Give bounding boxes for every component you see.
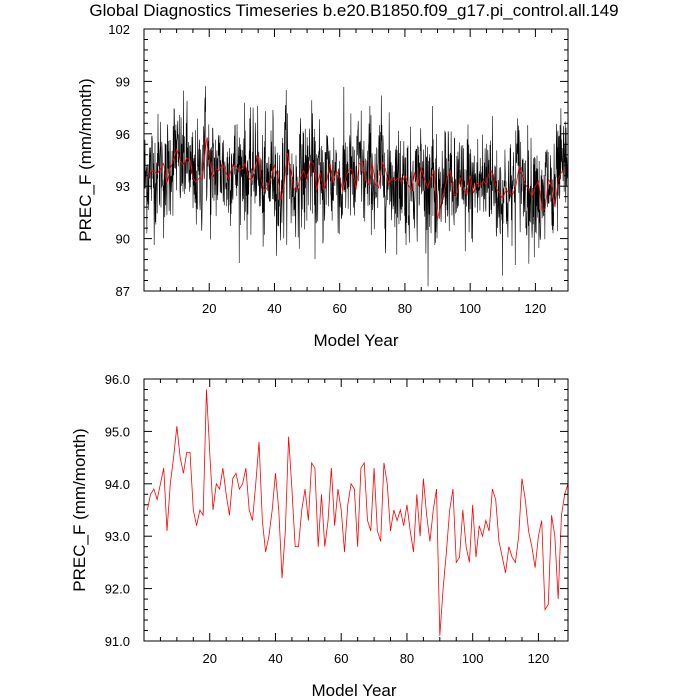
bottom-series-annual-mean-line [146, 389, 569, 636]
bottom-x-tick-label: 60 [334, 651, 348, 666]
top-y-tick-label: 87 [116, 284, 130, 299]
bottom-y-tick-label: 93.0 [105, 529, 130, 544]
bottom-x-tick-label: 120 [528, 651, 550, 666]
top-x-tick-label: 20 [202, 301, 216, 316]
top-y-tick-label: 99 [116, 74, 130, 89]
top-y-tick-label: 93 [116, 179, 130, 194]
chart-title: Global Diagnostics Timeseries b.e20.B185… [89, 1, 618, 20]
bottom-y-tick-label: 94.0 [105, 477, 130, 492]
top-series-monthly-line [143, 86, 568, 287]
top-x-tick-label: 120 [525, 301, 547, 316]
bottom-y-tick-label: 92.0 [105, 582, 130, 597]
bottom-x-tick-label: 100 [462, 651, 484, 666]
top-ticks: 20 40 60 80 100 120 87 90 93 96 99 102 [108, 22, 569, 316]
bottom-panel: 20 40 60 80 100 120 91.0 92.0 93.0 94.0 95.0 96.0 M… [70, 372, 569, 700]
bottom-plot-frame [143, 378, 569, 642]
top-x-tick-label: 80 [398, 301, 412, 316]
top-y-tick-label: 102 [108, 22, 130, 37]
top-x-tick-label: 40 [267, 301, 281, 316]
bottom-x-axis-label: Model Year [311, 681, 396, 700]
bottom-y-tick-label: 96.0 [105, 372, 130, 387]
top-panel: 20 40 60 80 100 120 87 90 93 96 99 102 Model Year P… [76, 22, 569, 350]
top-y-tick-label: 90 [116, 232, 130, 247]
bottom-ticks: 20 40 60 80 100 120 91.0 92.0 93.0 94.0 95.0 96.0 [105, 372, 568, 666]
bottom-x-tick-label: 20 [203, 651, 217, 666]
top-x-axis-label: Model Year [313, 331, 398, 350]
bottom-y-tick-label: 95.0 [105, 424, 130, 439]
bottom-y-axis-label: PREC_F (mm/month) [70, 428, 89, 591]
top-y-axis-label: PREC_F (mm/month) [76, 78, 95, 241]
bottom-x-tick-label: 80 [400, 651, 414, 666]
bottom-series-layer [146, 389, 569, 636]
top-y-tick-label: 96 [116, 127, 130, 142]
top-series-annual-mean-line [146, 137, 566, 220]
top-series-layer [143, 86, 568, 287]
bottom-x-tick-label: 40 [268, 651, 282, 666]
top-x-tick-label: 60 [332, 301, 346, 316]
bottom-y-tick-label: 91.0 [105, 634, 130, 649]
top-x-tick-label: 100 [459, 301, 481, 316]
